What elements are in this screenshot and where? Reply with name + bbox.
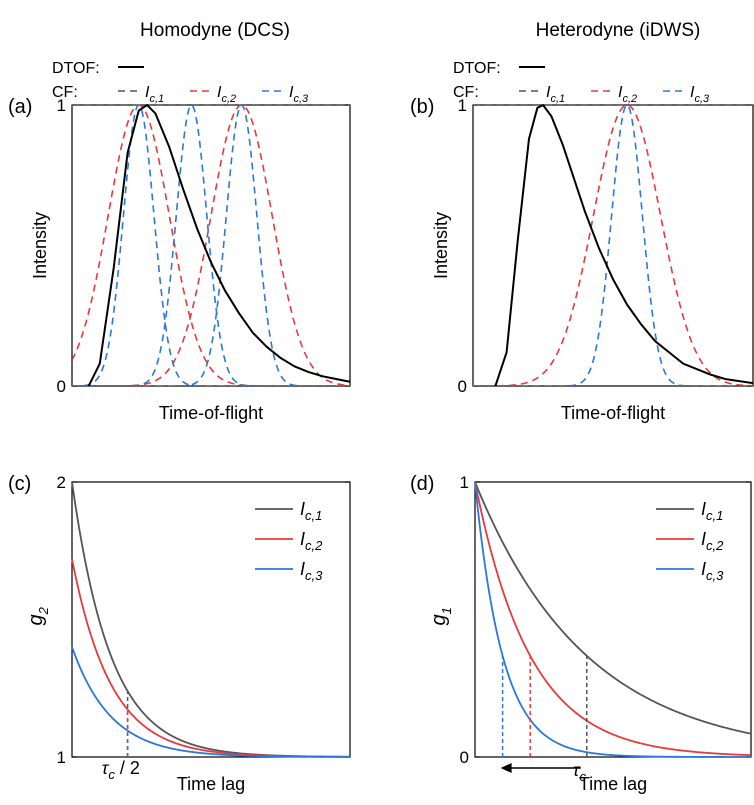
x-axis-label: Time-of-flight xyxy=(561,403,665,423)
series-cf2-curve-2 xyxy=(72,104,350,386)
series-cf3-line xyxy=(71,646,350,758)
panel-label: (b) xyxy=(410,96,434,118)
panel-label: (d) xyxy=(410,473,434,495)
chart-panel-d: 0 1 Time lag (d) g1 Ic,1 Ic,2 Ic,3 τc xyxy=(410,473,752,794)
y-tick-label: 1 xyxy=(57,96,66,115)
y-tick-label: 2 xyxy=(57,473,66,492)
series-dtof-line xyxy=(87,104,350,386)
legend-cf-label: CF: xyxy=(453,84,479,101)
legend-entry-cf2: Ic,2 xyxy=(701,529,724,553)
y-tick-label: 1 xyxy=(458,96,467,115)
series-dtof-line xyxy=(494,104,753,386)
x-axis-label: Time lag xyxy=(579,774,647,794)
legend-entry-cf2: Ic,2 xyxy=(217,84,236,105)
legend-entry-cf3: Ic,3 xyxy=(690,84,710,105)
legend: Ic,1 Ic,2 Ic,3 xyxy=(656,499,724,583)
plot-frame xyxy=(474,481,752,758)
series-cf2-curve-1 xyxy=(72,104,350,386)
shift-arrow-head xyxy=(500,763,512,773)
series-cf3-curve-1 xyxy=(72,103,350,386)
column-title: Homodyne (DCS) xyxy=(140,20,290,41)
legend-entry-cf2: Ic,2 xyxy=(618,84,637,105)
legend-dtof-label: DTOF: xyxy=(52,60,100,77)
legend: Ic,1 Ic,2 Ic,3 xyxy=(255,499,323,583)
series-cf3-curve-1 xyxy=(473,103,753,386)
plot-frame xyxy=(472,104,754,387)
legend-cf-label: CF: xyxy=(52,84,78,101)
plot-frame xyxy=(71,481,351,758)
series-cf2-line xyxy=(474,481,752,757)
panel-label: (c) xyxy=(8,473,31,495)
legend-entry-cf1: Ic,1 xyxy=(300,499,322,523)
legend-entry-cf1: Ic,1 xyxy=(701,499,723,523)
x-axis-label: Time lag xyxy=(177,774,245,794)
plot-frame xyxy=(71,104,351,387)
legend: DTOF: CF: Ic,1 Ic,2 Ic,3 xyxy=(453,60,710,105)
y-tick-label: 0 xyxy=(460,748,469,767)
legend-entry-cf3: Ic,3 xyxy=(300,559,323,583)
y-axis-label: Intensity xyxy=(30,212,50,279)
panel-label: (a) xyxy=(8,96,32,118)
y-tick-label: 1 xyxy=(460,473,469,492)
series-cf2-curve-1 xyxy=(473,104,753,386)
series-cf3-line xyxy=(474,481,751,758)
y-tick-label: 1 xyxy=(57,748,66,767)
legend-entry-cf3: Ic,3 xyxy=(289,84,309,105)
series-cf1-line xyxy=(71,481,351,758)
y-tick-label: 0 xyxy=(458,377,467,396)
series-cf3-curve-2 xyxy=(72,103,350,386)
y-axis-label: g2 xyxy=(25,606,51,625)
legend-entry-cf3: Ic,3 xyxy=(701,559,724,583)
chart-panel-c: 1 2 Time lag (c) g2 Ic,1 Ic,2 Ic,3 τc / 2 xyxy=(8,473,351,794)
tau-annotation: τc xyxy=(573,760,587,784)
legend-entry-cf1: Ic,1 xyxy=(145,84,164,105)
legend-dtof-label: DTOF: xyxy=(453,60,501,77)
chart-panel-a: Homodyne (DCS) DTOF: CF: Ic,1 Ic,2 Ic,3 0 1 Time… xyxy=(8,20,351,423)
series-cf1-line xyxy=(474,481,752,735)
legend: DTOF: CF: Ic,1 Ic,2 Ic,3 xyxy=(52,60,309,105)
tau-annotation: τc / 2 xyxy=(102,758,140,782)
x-axis-label: Time-of-flight xyxy=(159,403,263,423)
series-cf2-line xyxy=(71,558,350,758)
plot-area xyxy=(473,103,753,386)
legend-entry-cf1: Ic,1 xyxy=(546,84,565,105)
y-axis-label: g1 xyxy=(428,607,454,625)
legend-entry-cf2: Ic,2 xyxy=(300,529,323,553)
plot-area xyxy=(72,103,350,386)
y-tick-label: 0 xyxy=(57,377,66,396)
chart-panel-b: Heterodyne (iDWS) DTOF: CF: Ic,1 Ic,2 Ic,3 0 1 T… xyxy=(410,20,754,423)
y-axis-label: Intensity xyxy=(431,212,451,279)
column-title: Heterodyne (iDWS) xyxy=(536,20,701,41)
series-cf3-curve-3 xyxy=(72,103,350,386)
